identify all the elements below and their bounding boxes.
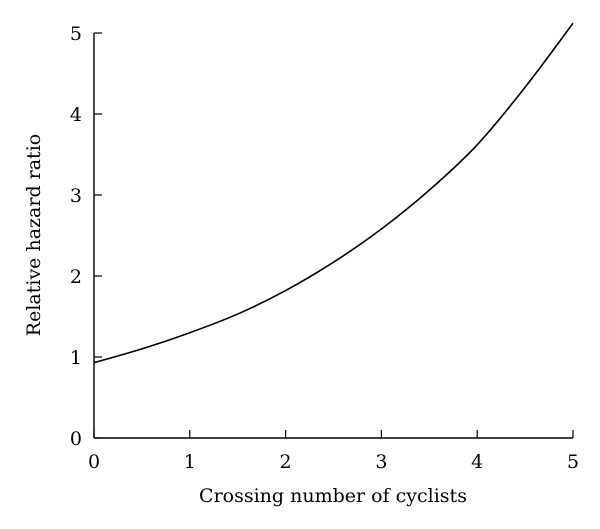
y-tick-label: 2 (70, 266, 82, 288)
y-tick-label: 4 (70, 104, 82, 126)
x-axis-ticks: 0 1 2 3 4 5 (88, 430, 579, 473)
y-tick-label: 3 (70, 185, 82, 207)
x-tick-label: 0 (88, 451, 100, 473)
x-tick-label: 5 (567, 451, 579, 473)
x-tick-label: 3 (375, 451, 387, 473)
y-axis-title: Relative hazard ratio (23, 134, 45, 336)
y-tick-label: 1 (70, 347, 82, 369)
y-tick-label: 0 (70, 428, 82, 450)
x-tick-label: 2 (280, 451, 292, 473)
hazard-ratio-curve (93, 22, 574, 364)
x-tick-label: 1 (184, 451, 196, 473)
plot-area: 0 1 2 3 4 5 0 1 2 3 4 5 (70, 22, 579, 473)
x-axis-title: Crossing number of cyclists (199, 485, 467, 507)
x-tick-label: 4 (471, 451, 483, 473)
y-axis-ticks: 0 1 2 3 4 5 (70, 23, 102, 450)
y-tick-label: 5 (70, 23, 82, 45)
